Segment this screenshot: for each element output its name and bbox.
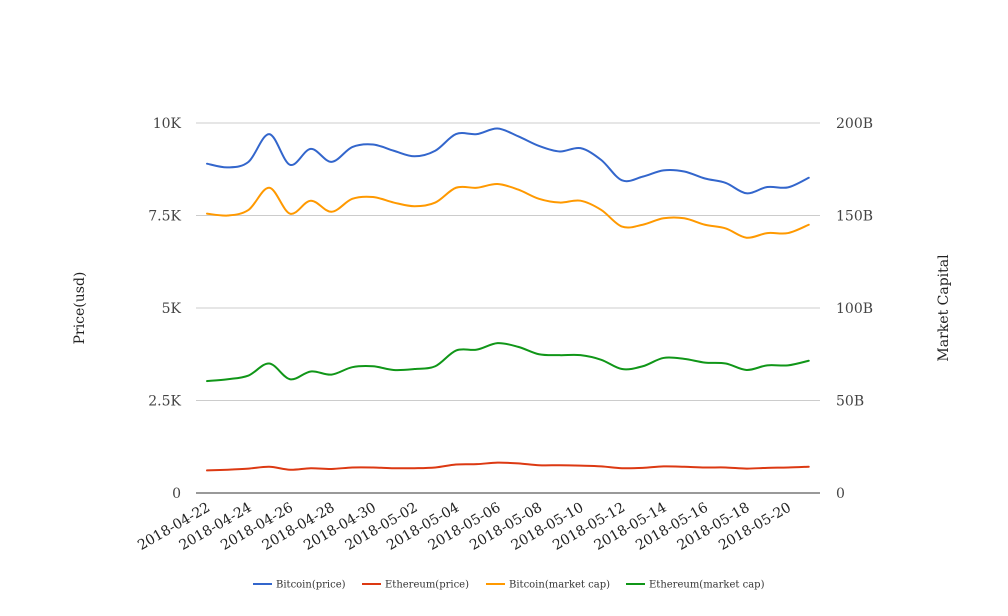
y-axis-left-title: Price(usd) — [72, 272, 88, 345]
legend-label-bitcoin-market-cap: Bitcoin(market cap) — [509, 580, 610, 591]
x-axis-ticks: 2018-04-222018-04-242018-04-262018-04-28… — [135, 500, 794, 554]
legend-label-bitcoin-price: Bitcoin(price) — [276, 580, 346, 591]
series-line-ethereum-market-cap — [206, 342, 810, 383]
gridlines — [196, 122, 820, 494]
legend: Bitcoin(price) Ethereum(price) Bitcoin(mar… — [253, 580, 765, 591]
series-line-bitcoin-price — [206, 127, 810, 195]
y-left-tick-label: 0 — [172, 486, 181, 502]
y-left-tick-label: 7.5K — [148, 209, 181, 225]
series-lines — [206, 127, 810, 472]
y-right-tick-label: 200B — [836, 116, 873, 132]
y-right-tick-label: 150B — [836, 209, 873, 225]
y-left-tick-label: 10K — [153, 116, 182, 132]
y-right-tick-label: 0 — [836, 486, 845, 502]
legend-label-ethereum-market-cap: Ethereum(market cap) — [649, 580, 765, 591]
y-left-tick-label: 2.5K — [148, 394, 181, 410]
series-line-bitcoin-market-cap — [206, 183, 810, 239]
y-right-tick-label: 100B — [836, 301, 873, 317]
series-line-ethereum-price — [206, 461, 810, 472]
legend-label-ethereum-price: Ethereum(price) — [385, 580, 469, 591]
y-left-tick-label: 5K — [162, 301, 182, 317]
left-y-axis-ticks: 0 2.5K 5K 7.5K 10K — [148, 116, 181, 502]
right-y-axis-ticks: 0 50B 100B 150B 200B — [836, 116, 873, 502]
y-right-tick-label: 50B — [836, 394, 864, 410]
y-axis-right-title: Market Capital — [936, 254, 952, 362]
